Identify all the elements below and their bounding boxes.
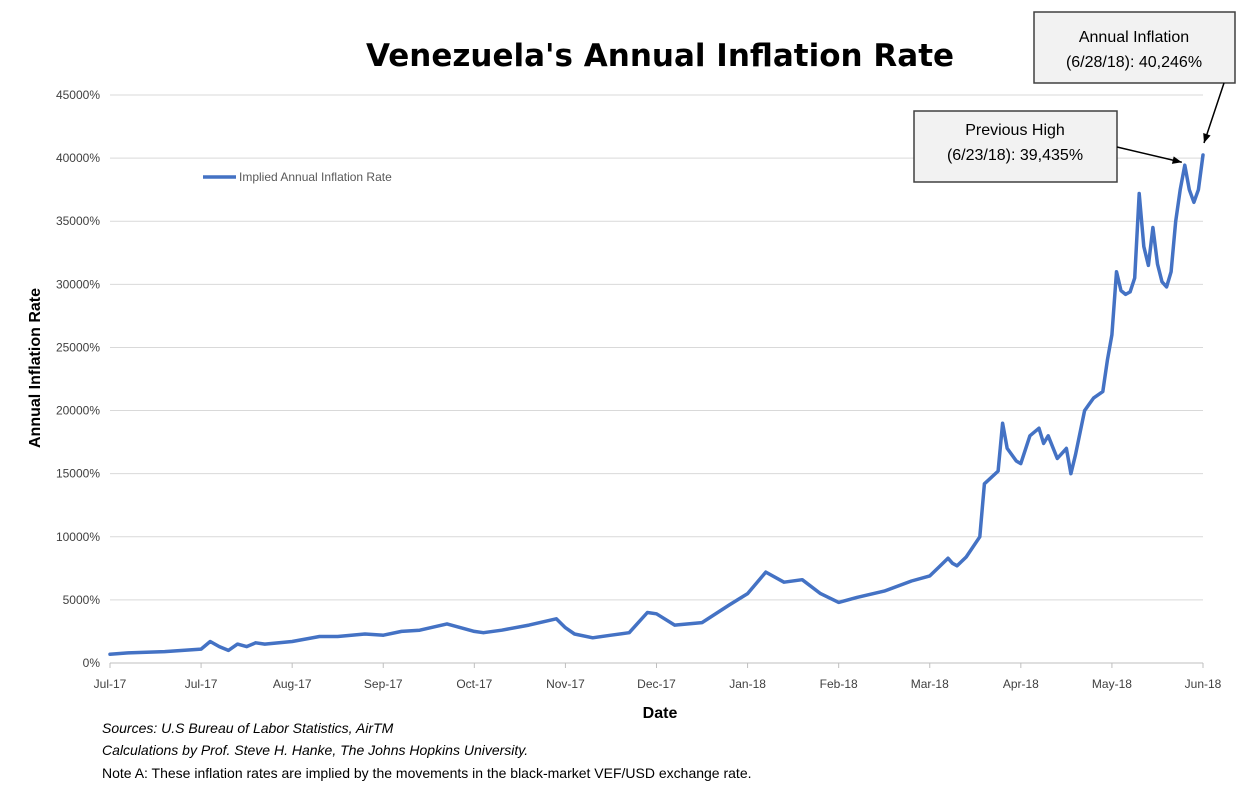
callout-box-previous <box>913 110 1118 183</box>
x-tick-label: Jul-17 <box>185 677 218 691</box>
callout-arrow-previous <box>1116 146 1182 163</box>
callout-arrow-current <box>1203 82 1225 144</box>
x-axis-title: Date <box>643 705 678 722</box>
y-axis-title: Annual Inflation Rate <box>27 288 44 448</box>
gridlines <box>110 94 1203 601</box>
y-tick-label: 0% <box>83 656 101 670</box>
legend-label: Implied Annual Inflation Rate <box>239 170 392 184</box>
x-tick-label: Mar-18 <box>911 677 949 691</box>
y-tick-label: 40000% <box>56 151 100 165</box>
y-tick-label: 35000% <box>56 214 100 228</box>
x-tick-label: Aug-17 <box>273 677 312 691</box>
callout-box-current <box>1033 11 1236 84</box>
axes: 0% 5000% 10000% 15000% 20000% 25000% 30000% 350… <box>56 88 1222 691</box>
x-tick-label: May-18 <box>1092 677 1132 691</box>
x-tick-label: Jul-17 <box>94 677 127 691</box>
callout-arrowhead-previous <box>1171 156 1182 164</box>
callout-current-line: (6/28/18): 40,246% <box>1066 54 1202 71</box>
series-line-implied-annual-inflation-rate <box>108 153 1205 656</box>
y-tick-label: 25000% <box>56 340 100 354</box>
y-tick-label: 20000% <box>56 404 100 418</box>
callout-arrowhead-current <box>1203 133 1211 144</box>
x-tick-label: Apr-18 <box>1003 677 1039 691</box>
y-tick-label: 5000% <box>63 593 101 607</box>
series-layer <box>108 153 1205 656</box>
y-tick-label: 45000% <box>56 88 100 102</box>
callout-previous-line: (6/23/18): 39,435% <box>947 147 1083 164</box>
callout-previous-line: Previous High <box>965 122 1065 139</box>
x-tick-label: Nov-17 <box>546 677 585 691</box>
x-tick-label: Dec-17 <box>637 677 676 691</box>
y-tick-label: 15000% <box>56 467 100 481</box>
note-a: Note A: These inflation rates are implie… <box>102 765 752 781</box>
y-tick-label: 10000% <box>56 530 100 544</box>
x-tick-label: Jan-18 <box>729 677 766 691</box>
annotations: Annual Inflation (6/28/18): 40,246% Previo… <box>913 11 1236 183</box>
legend: Implied Annual Inflation Rate <box>203 170 392 184</box>
calculations-note: Calculations by Prof. Steve H. Hanke, Th… <box>102 742 529 758</box>
x-tick-label: Oct-17 <box>456 677 492 691</box>
callout-current-line: Annual Inflation <box>1079 29 1189 46</box>
y-tick-label: 30000% <box>56 277 100 291</box>
x-tick-label: Sep-17 <box>364 677 403 691</box>
x-tick-label: Feb-18 <box>820 677 858 691</box>
sources-note: Sources: U.S Bureau of Labor Statistics,… <box>102 720 394 736</box>
x-tick-label: Jun-18 <box>1185 677 1222 691</box>
chart-title: Venezuela's Annual Inflation Rate <box>366 38 954 74</box>
